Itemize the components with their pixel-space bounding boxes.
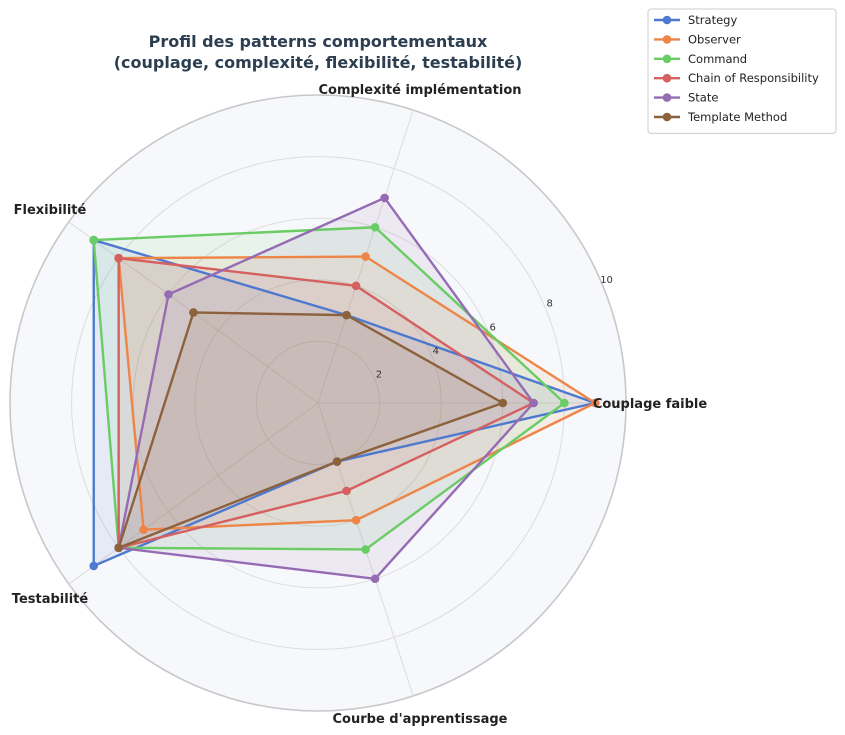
axis-label-1: Complexité implémentation — [318, 83, 521, 98]
radial-tick-label-2: 2 — [376, 369, 382, 380]
legend-label: Observer — [688, 32, 741, 46]
legend-label: State — [688, 91, 718, 105]
series-fill-strategy — [93, 240, 596, 566]
radial-tick-label-10: 10 — [600, 275, 613, 286]
radial-tick-labels: 2 4 6 8 10 — [376, 275, 613, 380]
data-point-command-4 — [361, 545, 370, 554]
legend-swatch-marker — [662, 93, 672, 102]
legend-item-chain-of-responsibility: Chain of Responsibility — [654, 71, 819, 85]
series-fill-observer — [118, 256, 596, 530]
axis-labels: Couplage faible Complexité implémentation… — [12, 83, 708, 727]
legend-item-state: State — [654, 91, 718, 105]
legend-swatch-marker — [662, 15, 672, 25]
data-point-observer-0 — [590, 398, 600, 408]
axis-label-3: Testabilité — [12, 592, 89, 607]
legend-label: Chain of Responsibility — [688, 71, 819, 85]
data-point-state-0 — [529, 398, 538, 408]
data-point-command-2 — [89, 235, 99, 245]
data-point-observer-3 — [139, 525, 148, 535]
data-point-template-method-4 — [332, 457, 342, 466]
data-point-template-method-2 — [189, 308, 198, 317]
data-point-chain-of-responsibility-1 — [351, 281, 361, 291]
legend-item-command: Command — [654, 52, 747, 66]
series-lines — [92, 196, 597, 580]
radial-tick-label-4: 4 — [433, 346, 439, 357]
radial-tick-label-8: 8 — [546, 299, 552, 310]
legend-label: Template Method — [687, 110, 787, 124]
series-fill-chain-of-responsibility — [118, 258, 534, 548]
legend-label: Command — [688, 52, 747, 66]
radial-tick-label-6: 6 — [490, 322, 496, 333]
series-line-strategy — [92, 238, 597, 568]
legend-swatch-marker — [662, 54, 672, 64]
data-point-state-2 — [164, 290, 173, 299]
data-point-observer-1 — [361, 252, 370, 261]
data-point-state-4 — [370, 574, 380, 584]
data-point-state-1 — [380, 193, 389, 203]
legend-label: Strategy — [688, 13, 737, 27]
data-point-command-1 — [370, 222, 380, 232]
legend-swatch-marker — [662, 112, 672, 122]
series-fill-template-method — [118, 312, 503, 548]
data-point-template-method-3 — [114, 543, 123, 553]
legend-swatch-marker — [662, 35, 672, 44]
chart-title: Profil des patterns comportementaux (cou… — [114, 32, 523, 72]
data-point-template-method-0 — [498, 398, 508, 408]
legend-box — [647, 8, 837, 134]
data-point-observer-4 — [351, 515, 361, 525]
chart-title-line-2: (couplage, complexité, flexibilité, test… — [114, 53, 523, 72]
series-line-template-method — [117, 311, 504, 550]
data-point-chain-of-responsibility-4 — [342, 486, 351, 496]
grid-spoke-3 — [68, 402, 319, 585]
legend: Strategy Observer Command Chain of Responsi… — [647, 8, 837, 134]
series-line-chain-of-responsibility — [117, 256, 535, 550]
series-line-state — [117, 196, 535, 580]
legend-item-strategy: Strategy — [654, 13, 737, 27]
legend-item-template-method: Template Method — [654, 110, 787, 124]
data-point-chain-of-responsibility-2 — [114, 253, 123, 263]
series-line-observer — [117, 255, 597, 531]
axis-label-4: Courbe d'apprentissage — [333, 712, 508, 727]
data-point-strategy-3 — [89, 561, 99, 571]
series-line-command — [92, 226, 566, 551]
chart-title-line-1: Profil des patterns comportementaux — [149, 32, 488, 51]
axis-label-0: Couplage faible — [593, 397, 708, 412]
series-points — [89, 193, 600, 584]
data-point-template-method-1 — [342, 310, 351, 320]
data-point-command-0 — [560, 398, 569, 408]
legend-swatch-marker — [662, 73, 672, 83]
legend-item-observer: Observer — [654, 32, 741, 46]
axis-label-2: Flexibilité — [14, 203, 87, 218]
